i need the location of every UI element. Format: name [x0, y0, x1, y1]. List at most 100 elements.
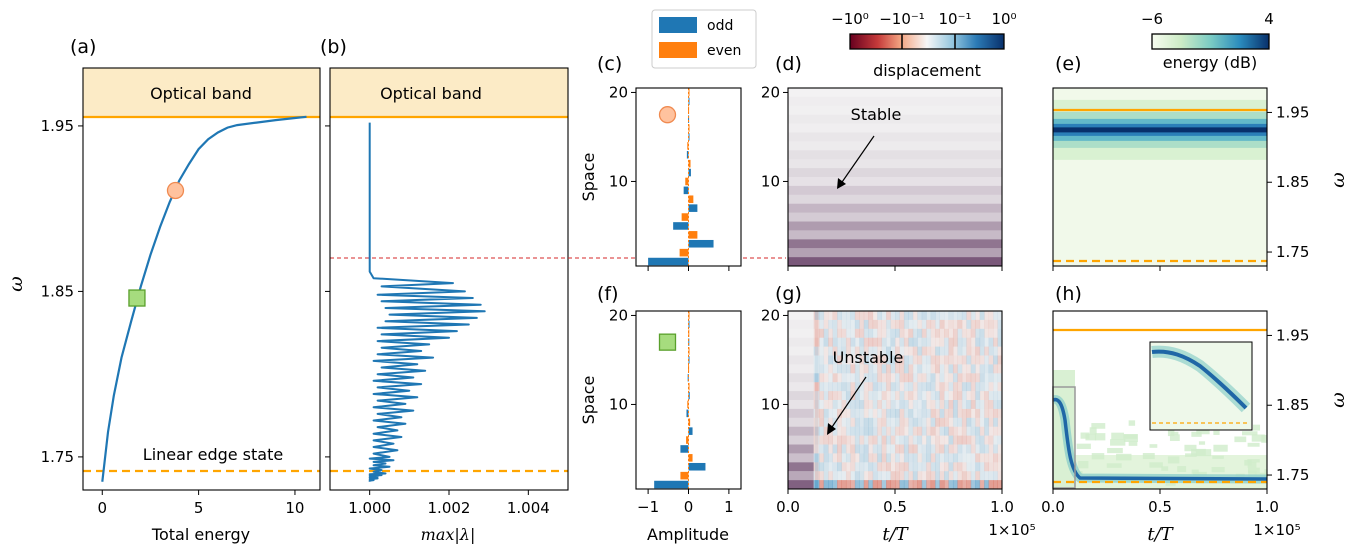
panel-g-heat-cell [859, 382, 865, 392]
panel-c-bar-odd [686, 150, 689, 159]
panel-g-heat-cell [814, 346, 820, 356]
panel-g-heat-cell [890, 373, 896, 383]
panel-g-heat-cell [823, 426, 829, 436]
panel-g-heat-cell [944, 311, 949, 320]
panel-h-diffuse-patch [1192, 471, 1207, 476]
panel-g-heat-cell [903, 328, 909, 338]
panel-g-heat-cell [868, 408, 874, 418]
panel-g-heat-cell [975, 364, 981, 374]
panel-g-heat-cell [908, 435, 914, 445]
panel-d-ytick-label: 10 [761, 172, 780, 190]
panel-g-heat-cell [813, 373, 819, 383]
panel-g-heat-cell [886, 319, 891, 329]
panel-g-heat-cell [908, 337, 914, 347]
panel-g-heat-cell [993, 364, 998, 374]
panel-a-xtick-label: 0 [97, 499, 107, 517]
panel-f-ytick-label: 20 [609, 306, 628, 324]
panel-g-heat-cell [966, 382, 972, 392]
panel-g-heat-cell [850, 462, 856, 472]
panel-g-heat-cell [944, 471, 949, 481]
panel-g-heat-cell [895, 462, 900, 472]
panel-g-heat-cell [841, 311, 847, 320]
panel-g-heat-cell [939, 346, 945, 356]
panel-g-heat-cell [961, 417, 967, 427]
panel-g-heat-cell [979, 444, 985, 454]
panel-g-heat-cell [854, 346, 860, 356]
panel-g-heat-cell [890, 471, 896, 481]
panel-g-heat-cell [948, 391, 954, 400]
panel-g-heat-cell [993, 462, 998, 472]
panel-g-heat-cell [944, 382, 949, 392]
panel-b-xtick-label: 1.000 [348, 499, 391, 517]
panel-g-heat-cell [859, 391, 865, 400]
panel-g-heat-cell [926, 337, 932, 347]
panel-g-heat-cell [939, 319, 945, 329]
panel-g-heat-cell [988, 400, 994, 409]
panel-a-xtick-label: 10 [285, 499, 304, 517]
panel-h-diffuse-patch [1107, 447, 1123, 454]
panel-g-heat-cell [841, 373, 847, 383]
panel-g-heat-cell [921, 471, 927, 481]
panel-g-heat-cell [832, 311, 838, 320]
panel-h-diffuse-patch [1149, 444, 1158, 448]
panel-g-heat-cell [881, 382, 887, 392]
panel-g-heat-cell [935, 311, 940, 320]
panel-g-heat-cell [948, 373, 954, 383]
panel-g-heat-cell [984, 471, 990, 481]
panel-g-heat-cell [930, 373, 936, 383]
panel-g-heat-cell [813, 400, 819, 409]
panel-f-bar-odd [688, 427, 693, 435]
panel-g-heat-cell [854, 417, 860, 427]
panel-f-xtick-label: 0 [684, 498, 694, 516]
panel-g-heat-cell [823, 444, 829, 454]
panel-d-heat-row [788, 88, 1002, 97]
panel-g-heat-cell [997, 382, 1003, 392]
panel-g-heat-cell [837, 435, 842, 445]
panel-g-heat-cell [948, 453, 954, 463]
panel-g-heat-cell [952, 471, 958, 481]
panel-g-heat-cell [930, 471, 936, 481]
panel-g-heat-cell [837, 462, 842, 472]
panel-g-heat-cell [823, 471, 829, 481]
panel-g-heat-cell [823, 400, 829, 409]
panel-b-xtick-label: 1.002 [428, 499, 471, 517]
panel-h-diffuse-patch [1213, 444, 1228, 452]
panel-g-heat-cell [823, 435, 829, 445]
panel-a-ytick-label: 1.75 [41, 448, 74, 466]
panel-g-heat-row [788, 320, 814, 329]
panel-g-heat-cell [845, 328, 851, 338]
panel-c-bar-odd [688, 115, 690, 123]
panel-h-diffuse-patch [1080, 432, 1090, 439]
panel-g-heat-cell [966, 364, 972, 374]
panel-g-heat-cell [813, 408, 819, 418]
panel-g-heat-cell [854, 311, 860, 320]
panel-g-heat-cell [952, 417, 958, 427]
panel-g-heat-cell [908, 444, 914, 454]
panel-d-label: (d) [775, 53, 802, 75]
panel-g-heat-cell [886, 311, 891, 320]
panel-g-heat-row [788, 408, 814, 418]
panel-g-heat-cell [850, 364, 856, 374]
panel-g-heat-cell [979, 328, 985, 338]
panel-g-heat-cell [895, 364, 900, 374]
panel-g-heat-cell [828, 355, 833, 365]
panel-g-xtick-label: 0.0 [776, 498, 800, 516]
panel-g-heat-cell [881, 311, 887, 320]
panel-g-heat-cell [814, 311, 820, 320]
panel-g-heat-cell [837, 471, 842, 481]
panel-g-heat-cell [948, 462, 954, 472]
panel-g-heat-cell [952, 453, 958, 463]
panel-f-bar-even [688, 454, 693, 462]
panel-g-heat-cell [877, 453, 883, 463]
panel-g-heat-cell [930, 417, 936, 427]
panel-d-heat-row [788, 124, 1002, 133]
panel-g-heat-cell [975, 462, 981, 472]
panel-g-heat-cell [899, 444, 905, 454]
panel-g-heat-cell [952, 408, 958, 418]
panel-g-heat-cell [895, 435, 900, 445]
panel-g-heat-cell [850, 373, 856, 383]
colorbar-displacement-tick-label-2: 10⁻¹ [938, 10, 971, 28]
panel-g-heat-cell [837, 364, 842, 374]
panel-g-heat-cell [903, 480, 909, 489]
panel-g-heat-cell [841, 337, 847, 347]
